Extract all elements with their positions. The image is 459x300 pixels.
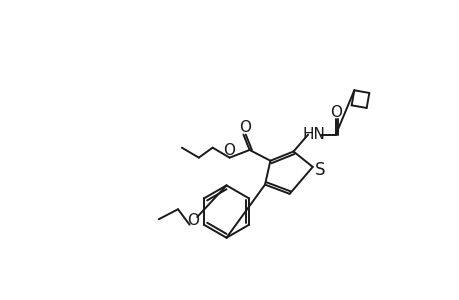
Text: S: S (314, 161, 325, 179)
Text: O: O (187, 213, 199, 228)
Text: O: O (330, 105, 342, 120)
Text: HN: HN (302, 127, 325, 142)
Text: O: O (222, 143, 234, 158)
Text: O: O (239, 120, 251, 135)
